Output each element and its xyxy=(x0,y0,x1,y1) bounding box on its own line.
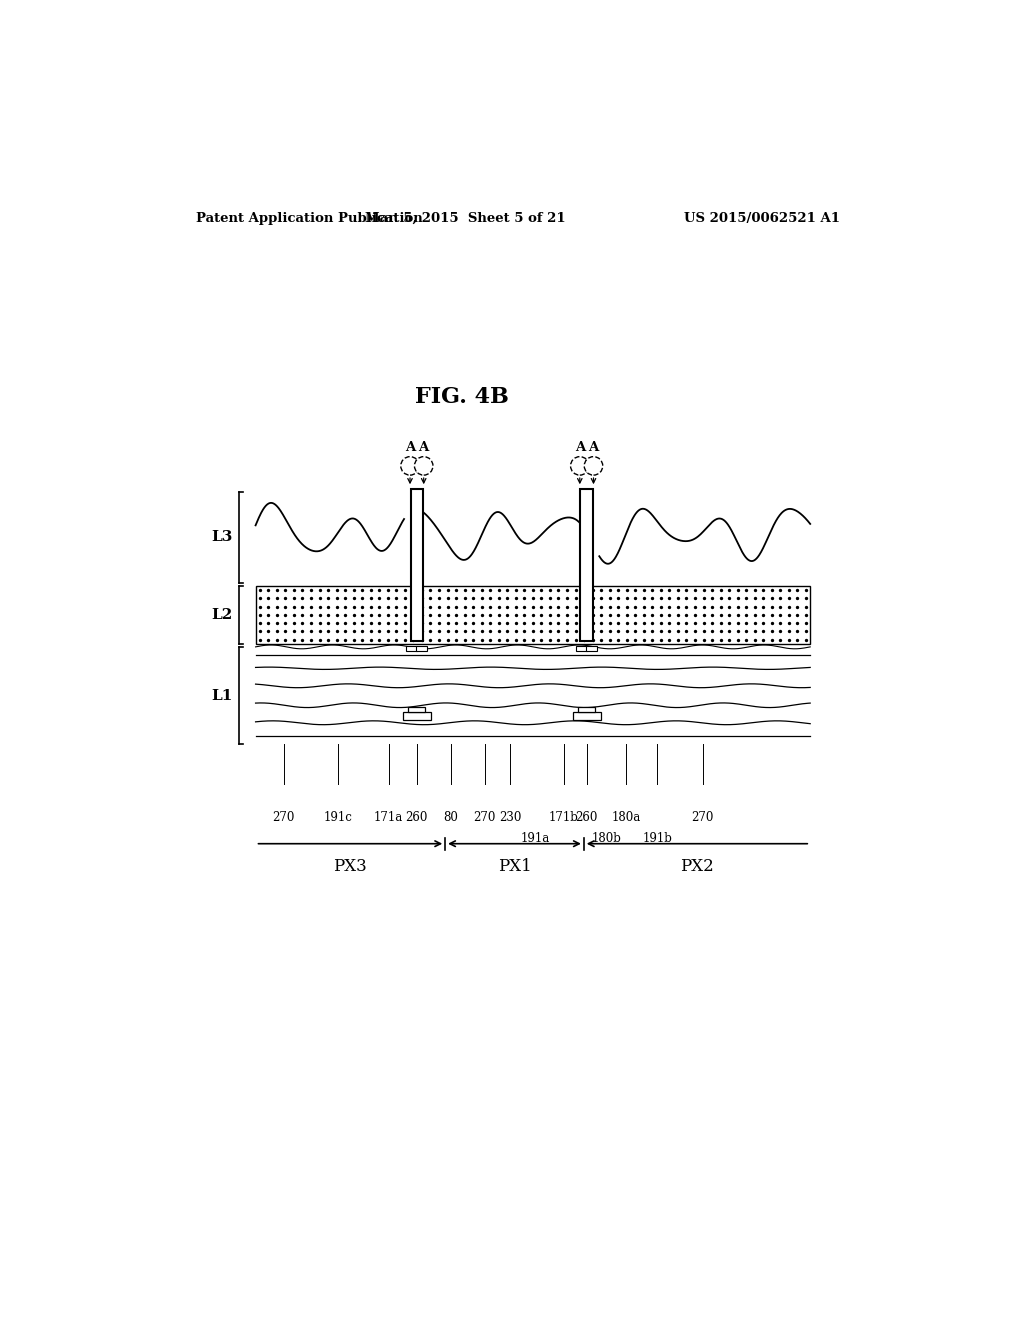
Text: US 2015/0062521 A1: US 2015/0062521 A1 xyxy=(684,213,840,224)
Text: PX2: PX2 xyxy=(680,858,714,875)
Bar xyxy=(409,706,425,713)
Text: Mar. 5, 2015  Sheet 5 of 21: Mar. 5, 2015 Sheet 5 of 21 xyxy=(366,213,566,224)
Text: 260: 260 xyxy=(406,810,428,824)
Text: L3: L3 xyxy=(211,531,232,544)
Text: 171b: 171b xyxy=(549,810,579,824)
Bar xyxy=(256,586,810,644)
Bar xyxy=(587,645,597,651)
Text: A: A xyxy=(419,441,429,454)
Text: 180a: 180a xyxy=(611,810,641,824)
Circle shape xyxy=(415,457,433,475)
Text: PX1: PX1 xyxy=(498,858,531,875)
Bar xyxy=(411,488,423,640)
Text: 270: 270 xyxy=(691,810,714,824)
Bar xyxy=(581,488,593,640)
Text: 270: 270 xyxy=(473,810,496,824)
Text: 180b: 180b xyxy=(592,833,622,845)
Bar xyxy=(579,706,595,713)
Text: L1: L1 xyxy=(211,689,232,702)
Text: 260: 260 xyxy=(575,810,598,824)
Bar xyxy=(403,713,431,719)
Bar xyxy=(572,713,600,719)
Text: FIG. 4B: FIG. 4B xyxy=(415,387,509,408)
Text: A: A xyxy=(574,441,585,454)
Bar xyxy=(417,645,427,651)
Circle shape xyxy=(585,457,603,475)
Text: PX3: PX3 xyxy=(334,858,368,875)
Bar xyxy=(407,645,417,651)
Circle shape xyxy=(570,457,589,475)
Circle shape xyxy=(400,457,419,475)
Text: A: A xyxy=(404,441,415,454)
Text: L2: L2 xyxy=(211,609,232,622)
Text: 191c: 191c xyxy=(324,810,352,824)
Bar xyxy=(577,645,587,651)
Text: Patent Application Publication: Patent Application Publication xyxy=(196,213,423,224)
Text: 171a: 171a xyxy=(374,810,403,824)
Text: 80: 80 xyxy=(443,810,459,824)
Text: 270: 270 xyxy=(272,810,295,824)
Text: 191a: 191a xyxy=(521,833,550,845)
Text: 230: 230 xyxy=(499,810,521,824)
Text: 191b: 191b xyxy=(642,833,673,845)
Text: A: A xyxy=(589,441,599,454)
